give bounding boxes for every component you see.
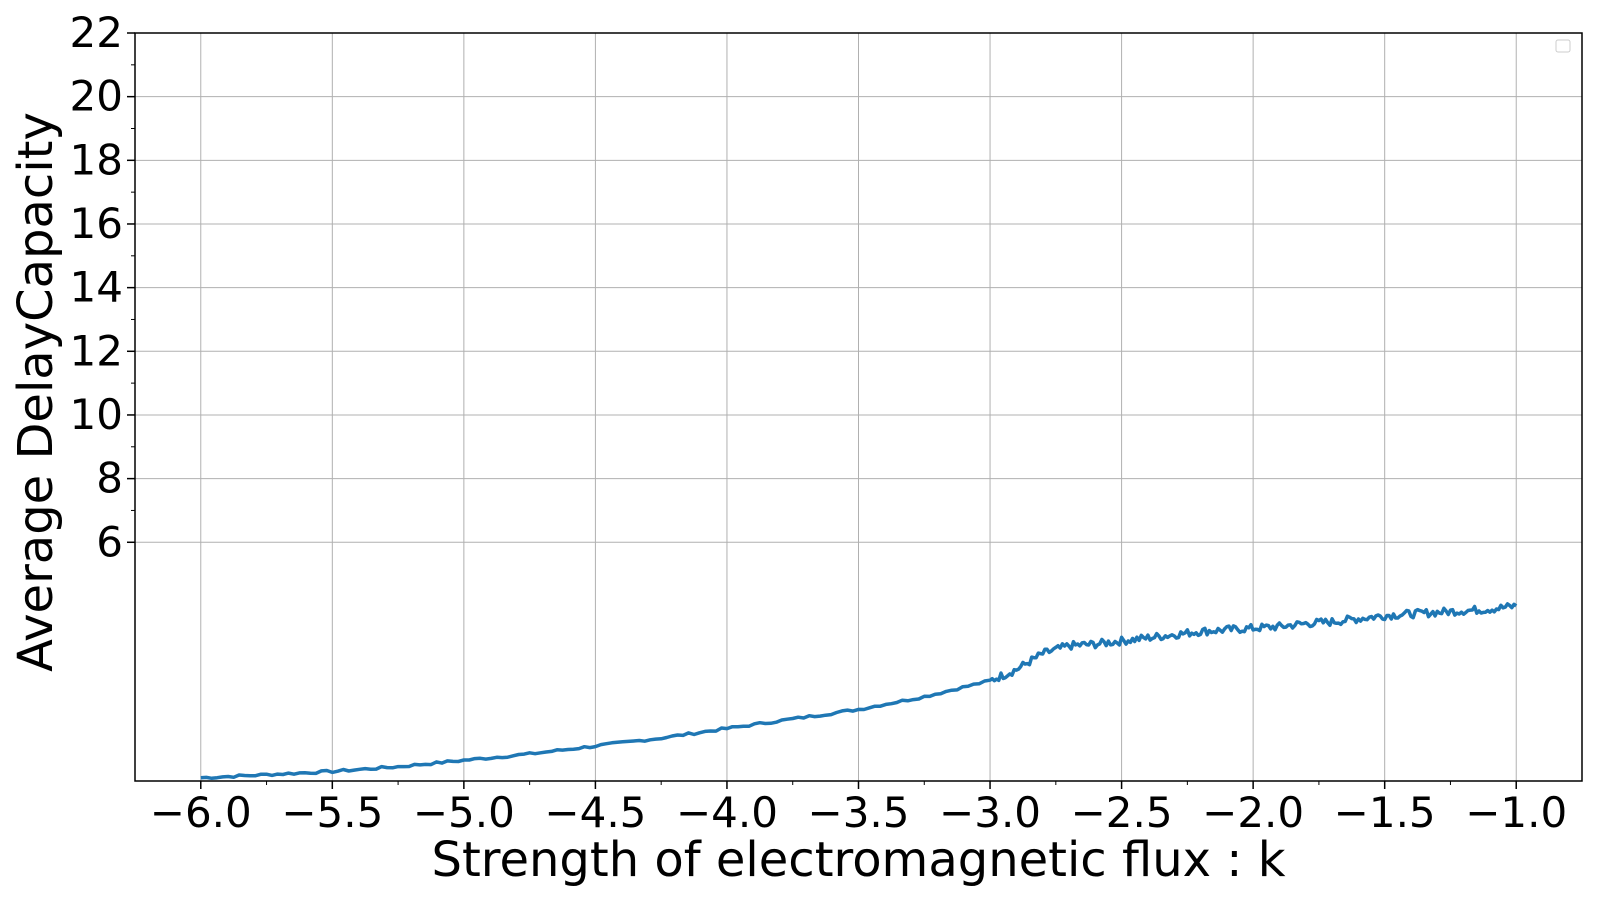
y-tick-label: 10 <box>70 390 123 439</box>
y-tick-label: 6 <box>96 517 123 566</box>
x-tick-label: −4.0 <box>676 788 778 837</box>
x-tick-label: −1.5 <box>1334 788 1436 837</box>
grid <box>135 32 1582 781</box>
x-tick-label: −2.5 <box>1071 788 1173 837</box>
y-tick-label: 16 <box>70 199 123 248</box>
x-tick-label: −3.5 <box>808 788 910 837</box>
x-axis-label: Strength of electromagnetic flux : k <box>431 832 1285 888</box>
x-tick-label: −1.0 <box>1465 788 1567 837</box>
y-axis-label: Average DelayCapacity <box>8 112 64 672</box>
x-tick-label: −5.0 <box>413 788 515 837</box>
y-tick-label: 20 <box>70 72 123 121</box>
x-tick-label: −6.0 <box>150 788 252 837</box>
ticks: −6.0 −5.5 −5.0 −4.5 −4.0 −3.5 −3.0 −2.5 −2.0 −1.5… <box>70 8 1568 837</box>
series-group <box>200 602 1518 781</box>
x-tick-label: −2.0 <box>1202 788 1304 837</box>
y-tick-label: 12 <box>70 326 123 375</box>
x-tick-label: −5.5 <box>281 788 383 837</box>
series-line <box>200 602 1518 781</box>
y-tick-label: 22 <box>70 8 123 57</box>
y-tick-label: 8 <box>96 454 123 503</box>
y-tick-label: 14 <box>70 263 123 312</box>
x-tick-label: −3.0 <box>939 788 1041 837</box>
x-tick-label: −4.5 <box>544 788 646 837</box>
legend-box <box>1555 39 1571 53</box>
y-tick-label: 18 <box>70 135 123 184</box>
